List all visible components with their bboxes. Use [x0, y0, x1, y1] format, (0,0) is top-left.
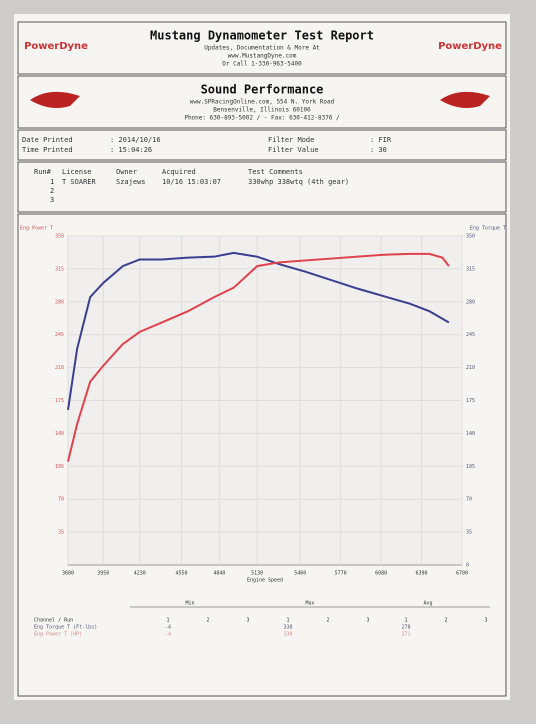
summary-cell: 338 [283, 625, 292, 631]
y2-tick-label: 280 [466, 299, 475, 305]
x-tick-label: 5460 [294, 571, 306, 577]
y-tick-label: 245 [55, 332, 64, 338]
x-axis-label: Engine Speed [247, 578, 283, 584]
run-header: 3 [246, 618, 249, 624]
runs-cell: T SOARER [62, 178, 97, 186]
runs-box [17, 161, 507, 213]
y-tick-label: 105 [55, 464, 64, 470]
info-cell: Date Printed [22, 136, 73, 144]
y-tick-label: 70 [58, 497, 64, 503]
run-header: 2 [444, 618, 447, 624]
group-header: Max [305, 601, 314, 607]
y2-tick-label: 35 [466, 530, 472, 536]
summary-cell: 330 [283, 632, 292, 638]
header-box [17, 21, 507, 75]
header-line: www.MustangDyne.com [228, 53, 297, 60]
run-header: 2 [206, 618, 209, 624]
y2-tick-label: 210 [466, 365, 475, 371]
y2-axis-label: Eng Torque T [470, 226, 506, 232]
x-tick-label: 3950 [97, 571, 109, 577]
summary-cell: -4 [165, 632, 171, 638]
y-tick-label: 175 [55, 398, 64, 404]
logo: PowerDyne [24, 41, 88, 52]
runs-header: License [62, 168, 92, 176]
info-cell: : FIR [370, 136, 392, 144]
y2-tick-label: 175 [466, 398, 475, 404]
x-tick-label: 4550 [175, 571, 187, 577]
info-cell: : 15:04:26 [110, 146, 152, 154]
shop-line: Bensenville, Illinois 60106 [213, 107, 311, 114]
summary-cell: 278 [401, 625, 410, 631]
runs-header: Test Comments [248, 168, 303, 176]
y-tick-label: 350 [55, 234, 64, 240]
run-header: 1 [286, 618, 289, 624]
y-tick-label: 140 [55, 431, 64, 437]
y2-tick-label: 350 [466, 234, 475, 240]
y-tick-label: 35 [58, 530, 64, 536]
header-line: Updates, Documentation & More At [204, 45, 320, 52]
shop-line: www.SPRacingOnline.com, 554 N. York Road [190, 99, 335, 106]
header-line: Or Call 1-330-963-5400 [222, 61, 302, 68]
run-header: 2 [326, 618, 329, 624]
y-tick-label: 210 [55, 365, 64, 371]
x-tick-label: 3680 [62, 571, 74, 577]
run-header: 3 [484, 618, 487, 624]
x-tick-label: 4840 [213, 571, 225, 577]
run-header: 1 [404, 618, 407, 624]
chart-box [17, 213, 507, 697]
y2-tick-label: 105 [466, 464, 475, 470]
summary-cell: -4 [165, 625, 171, 631]
runs-header: Run# [34, 168, 52, 176]
data-line [67, 251, 450, 411]
runs-header: Acquired [162, 168, 196, 176]
logo: PowerDyne [438, 41, 502, 52]
y-tick-label: 315 [55, 266, 64, 272]
summary-cell: Channel / Run [34, 618, 73, 624]
x-tick-label: 6390 [416, 571, 428, 577]
runs-cell: 330whp 338wtq (4th gear) [248, 178, 349, 186]
runs-cell: Szajews [116, 178, 146, 186]
y2-tick-label: 140 [466, 431, 475, 437]
x-tick-label: 5770 [335, 571, 347, 577]
y2-tick-label: 245 [466, 332, 475, 338]
y-axis-label: Eng Power T [20, 226, 53, 232]
shop-name: Sound Performance [201, 83, 324, 97]
y2-tick-label: 315 [466, 266, 475, 272]
info-cell: Filter Value [268, 146, 319, 154]
x-tick-label: 6700 [456, 571, 468, 577]
info-cell: : 30 [370, 146, 387, 154]
summary-cell: Eng Power T (HP) [34, 632, 82, 638]
group-header: Avg [423, 601, 432, 607]
y-tick-label: 280 [55, 299, 64, 305]
run-header: 3 [366, 618, 369, 624]
info-box [17, 129, 507, 161]
x-tick-label: 6080 [375, 571, 387, 577]
runs-header: Owner [116, 168, 137, 176]
data-line [67, 252, 450, 462]
shop-box [17, 75, 507, 129]
runs-cell: 1 [50, 178, 54, 186]
x-tick-label: 5130 [251, 571, 263, 577]
shop-line: Phone: 630-893-5002 / - Fax: 630-412-837… [184, 115, 340, 122]
info-cell: : 2014/10/16 [110, 136, 161, 144]
group-header: Min [185, 601, 194, 607]
y2-tick-label: 0 [466, 563, 469, 569]
runs-cell: 10/16 15:03:07 [162, 178, 221, 186]
run-header: 1 [166, 618, 169, 624]
y2-tick-label: 70 [466, 497, 472, 503]
runs-cell: 3 [50, 196, 54, 204]
summary-cell: Eng Torque T (Ft-lbs) [34, 625, 97, 631]
x-tick-label: 4230 [134, 571, 146, 577]
runs-cell: 2 [50, 187, 54, 195]
title: Mustang Dynamometer Test Report [150, 29, 374, 43]
summary-cell: 271 [401, 632, 410, 638]
info-cell: Time Printed [22, 146, 73, 154]
info-cell: Filter Mode [268, 136, 314, 144]
